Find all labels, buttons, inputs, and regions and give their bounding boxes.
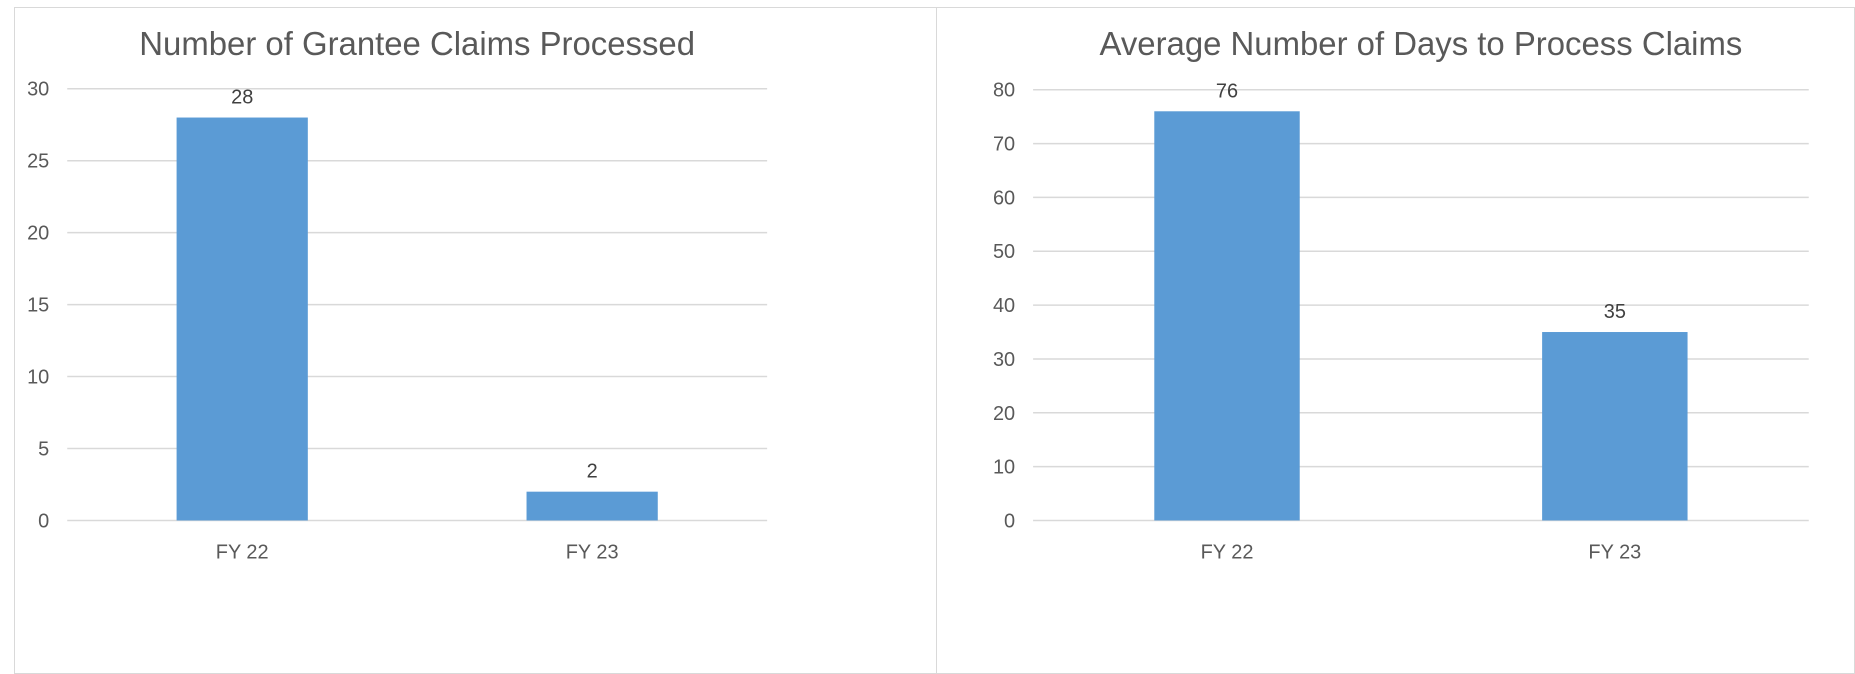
- y-tick-label: 10: [993, 457, 1015, 479]
- y-tick-label: 15: [27, 295, 49, 317]
- bar: [176, 117, 308, 521]
- y-tick-label: 25: [27, 151, 49, 173]
- y-tick-label: 50: [993, 241, 1015, 263]
- y-tick-label: 30: [993, 349, 1015, 371]
- data-label: 28: [231, 87, 253, 109]
- chart-title: Number of Grantee Claims Processed: [139, 25, 695, 62]
- claims-processed-chart-svg: Number of Grantee Claims Processed 0 5 10 15…: [27, 25, 768, 563]
- y-tick-label: 10: [27, 367, 49, 389]
- chart-title: Average Number of Days to Process Claims: [1100, 25, 1743, 62]
- data-label: 35: [1604, 301, 1626, 323]
- y-tick-label: 20: [993, 403, 1015, 425]
- days-to-process-chart-svg: Average Number of Days to Process Claims…: [993, 25, 1809, 563]
- y-tick-label: 80: [993, 80, 1015, 102]
- y-tick-label: 70: [993, 134, 1015, 156]
- x-category-label: FY 23: [566, 541, 619, 563]
- x-category-label: FY 22: [1201, 541, 1254, 563]
- y-tick-label: 40: [993, 295, 1015, 317]
- y-tick-label: 0: [1004, 510, 1015, 532]
- y-tick-label: 60: [993, 187, 1015, 209]
- data-label: 76: [1216, 80, 1238, 102]
- bar: [526, 491, 658, 521]
- x-category-label: FY 23: [1588, 541, 1641, 563]
- claims-processed-chart: Number of Grantee Claims Processed 0 5 10 15…: [14, 7, 938, 674]
- bar: [1154, 111, 1300, 521]
- days-to-process-chart: Average Number of Days to Process Claims…: [936, 7, 1855, 674]
- y-tick-label: 5: [38, 438, 49, 460]
- y-tick-label: 30: [27, 79, 49, 101]
- bar: [1542, 332, 1688, 521]
- x-category-label: FY 22: [216, 541, 269, 563]
- y-tick-label: 0: [38, 510, 49, 532]
- data-label: 2: [587, 461, 598, 483]
- y-tick-label: 20: [27, 223, 49, 245]
